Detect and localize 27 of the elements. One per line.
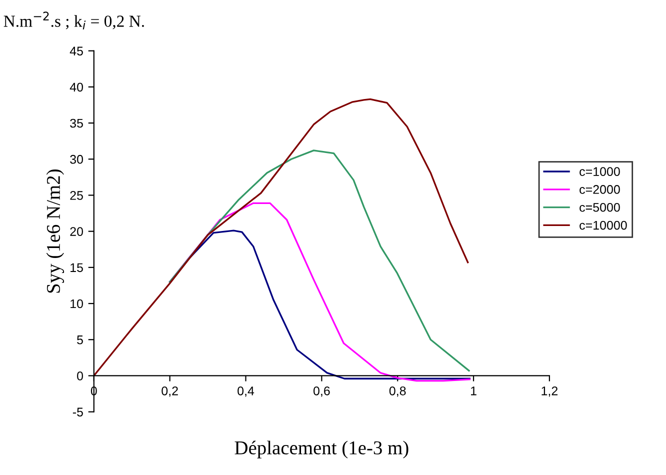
y-tick-label: 35	[70, 118, 83, 128]
line-series	[168, 202, 471, 382]
y-tick-label: 30	[70, 154, 83, 164]
y-axis-title: Syy (1e6 N/m2)	[46, 170, 64, 293]
x-tick-label: 1,2	[542, 386, 558, 397]
x-tick-label: 0,4	[238, 386, 254, 397]
y-tick-label: 10	[70, 299, 83, 308]
y-tick-label: 15	[70, 263, 83, 272]
x-tick-label: 0,8	[389, 386, 406, 397]
legend-label: c=10000	[580, 220, 627, 230]
y-tick-label: 25	[70, 191, 83, 200]
y-tick-label: -5	[72, 408, 83, 416]
text: N.m$^{−2}$.s ; k$_{i}$ = 0,2 N.	[4, 12, 144, 30]
y-tick-label: 45	[70, 46, 83, 56]
x-axis-title: Déplacement (1e-3 m)	[234, 440, 408, 458]
line-series	[168, 150, 470, 372]
y-tick-label: 5	[77, 336, 83, 344]
y-tick-label: 20	[70, 227, 83, 236]
y-tick-label: 0	[77, 372, 83, 380]
y-tick-label: 40	[70, 82, 83, 92]
legend-label: c=5000	[580, 202, 620, 212]
legend-label: c=1000	[580, 167, 620, 176]
line-series	[94, 98, 469, 377]
x-tick-label: 0,2	[162, 386, 178, 397]
x-tick-label: 0,6	[313, 386, 330, 397]
legend-label: c=2000	[580, 185, 620, 194]
x-tick-label: 1	[471, 386, 476, 396]
